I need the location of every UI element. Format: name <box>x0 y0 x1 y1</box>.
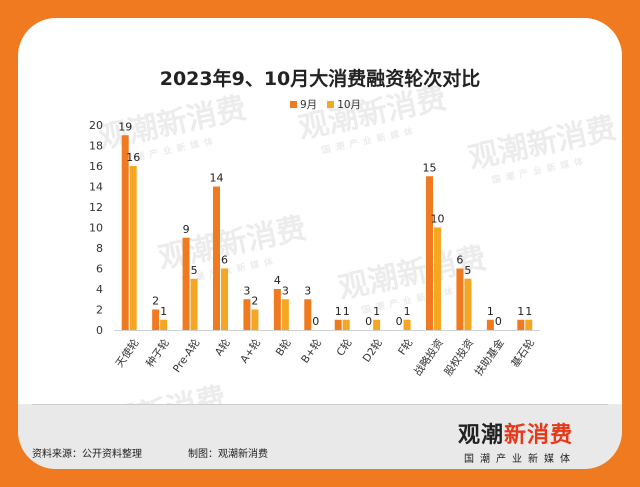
data-label: 1 <box>487 305 494 318</box>
bar-oct <box>403 319 411 330</box>
data-label: 2 <box>251 295 258 308</box>
data-label: 0 <box>495 315 502 328</box>
bar-sep <box>273 289 281 330</box>
bar-oct <box>129 166 137 330</box>
legend-swatch-sep <box>290 101 297 108</box>
data-label: 4 <box>274 274 281 287</box>
data-label: 6 <box>456 254 463 267</box>
chart-legend: 9月 10月 <box>290 97 361 112</box>
bar-oct <box>373 319 381 330</box>
x-tick-label: D2轮 <box>360 336 385 365</box>
y-tick-label: 8 <box>96 242 103 255</box>
bar-sep <box>243 299 251 330</box>
y-tick-label: 18 <box>89 140 103 153</box>
data-label: 3 <box>282 284 289 297</box>
legend-swatch-oct <box>327 101 335 108</box>
x-tick-label: 基石轮 <box>508 336 537 370</box>
legend-item-oct: 10月 <box>327 97 361 112</box>
x-tick-label: C轮 <box>334 336 355 358</box>
source-note: 资料来源：公开资料整理 <box>32 449 142 460</box>
logo-left: 观潮 <box>458 423 505 448</box>
bar-oct <box>281 299 289 330</box>
footer-divider <box>32 404 608 405</box>
data-label: 3 <box>304 284 311 297</box>
x-tick-label: 种子轮 <box>143 336 172 370</box>
y-tick-label: 20 <box>89 119 103 132</box>
bar-sep <box>213 186 220 330</box>
data-label: 1 <box>343 305 350 318</box>
bar-sep <box>121 135 129 330</box>
data-label: 1 <box>160 305 167 318</box>
y-tick-label: 12 <box>89 201 103 214</box>
legend-label-oct: 10月 <box>337 99 362 111</box>
data-label: 5 <box>464 264 471 277</box>
data-label: 0 <box>312 315 319 328</box>
data-label: 6 <box>221 254 228 267</box>
x-tick-label: 扶助基金 <box>472 336 507 378</box>
bar-sep <box>517 319 525 330</box>
data-label: 3 <box>243 284 250 297</box>
logo-subtitle: 国潮产业新媒体 <box>464 454 576 465</box>
x-tick-label: B+轮 <box>298 336 324 366</box>
maker-note: 制图：观潮新消费 <box>188 449 268 460</box>
x-tick-label: A+轮 <box>237 336 263 366</box>
bar-oct <box>464 278 472 330</box>
bar-oct <box>525 319 533 330</box>
x-tick-label: 战略投资 <box>411 336 446 378</box>
legend-label-sep: 9月 <box>300 99 318 111</box>
bar-oct <box>434 227 441 330</box>
data-label: 14 <box>210 172 224 185</box>
bar-sep <box>456 268 464 330</box>
chart-title: 2023年9、10月大消费融资轮次对比 <box>159 68 481 90</box>
data-label: 1 <box>373 305 380 318</box>
data-label: 0 <box>365 315 372 328</box>
bar-sep <box>152 309 160 330</box>
data-label: 1 <box>335 305 342 318</box>
footer: 资料来源：公开资料整理 制图：观潮新消费 观潮新消费 国潮产业新媒体 <box>18 404 622 469</box>
bar-oct <box>190 278 198 330</box>
x-tick-label: F轮 <box>395 336 415 357</box>
data-label: 19 <box>118 120 132 133</box>
data-label: 1 <box>517 305 524 318</box>
data-label: 2 <box>152 295 159 308</box>
y-tick-label: 2 <box>96 304 103 317</box>
x-tick-label: 天使轮 <box>113 336 142 370</box>
y-tick-label: 14 <box>89 181 103 194</box>
data-label: 1 <box>404 305 411 318</box>
data-label: 9 <box>183 223 190 236</box>
bar-sep <box>182 237 190 330</box>
bar-oct <box>251 309 259 330</box>
y-tick-label: 6 <box>96 263 103 276</box>
x-tick-label: Pre-A轮 <box>170 336 203 375</box>
bar-sep <box>426 176 433 330</box>
bar-oct <box>221 268 228 330</box>
legend-item-sep: 9月 <box>290 97 317 112</box>
x-tick-label: A轮 <box>212 336 233 358</box>
bar-sep <box>304 299 312 330</box>
y-tick-label: 16 <box>89 160 103 173</box>
x-tick-label: 股权投资 <box>442 336 477 378</box>
bar-oct <box>160 319 168 330</box>
data-label: 1 <box>525 305 532 318</box>
data-label: 0 <box>396 315 403 328</box>
brand-logo: 观潮新消费 国潮产业新媒体 <box>458 424 598 466</box>
logo-right: 新消费 <box>504 423 574 448</box>
y-tick-label: 4 <box>96 283 103 296</box>
chart-card: 观潮新消费 国潮产业新媒体 观潮新消费 国潮产业新媒体 观潮新消费 国潮产业新媒体 观… <box>18 18 622 469</box>
x-tick-label: B轮 <box>273 336 294 358</box>
data-label: 15 <box>423 161 437 174</box>
data-label: 10 <box>431 213 445 226</box>
y-tick-label: 10 <box>89 222 103 235</box>
bar-sep <box>334 319 342 330</box>
bar-oct <box>342 319 350 330</box>
data-label: 16 <box>126 151 140 164</box>
y-tick-label: 0 <box>96 324 103 337</box>
bar-sep <box>486 319 494 330</box>
data-label: 5 <box>191 264 198 277</box>
